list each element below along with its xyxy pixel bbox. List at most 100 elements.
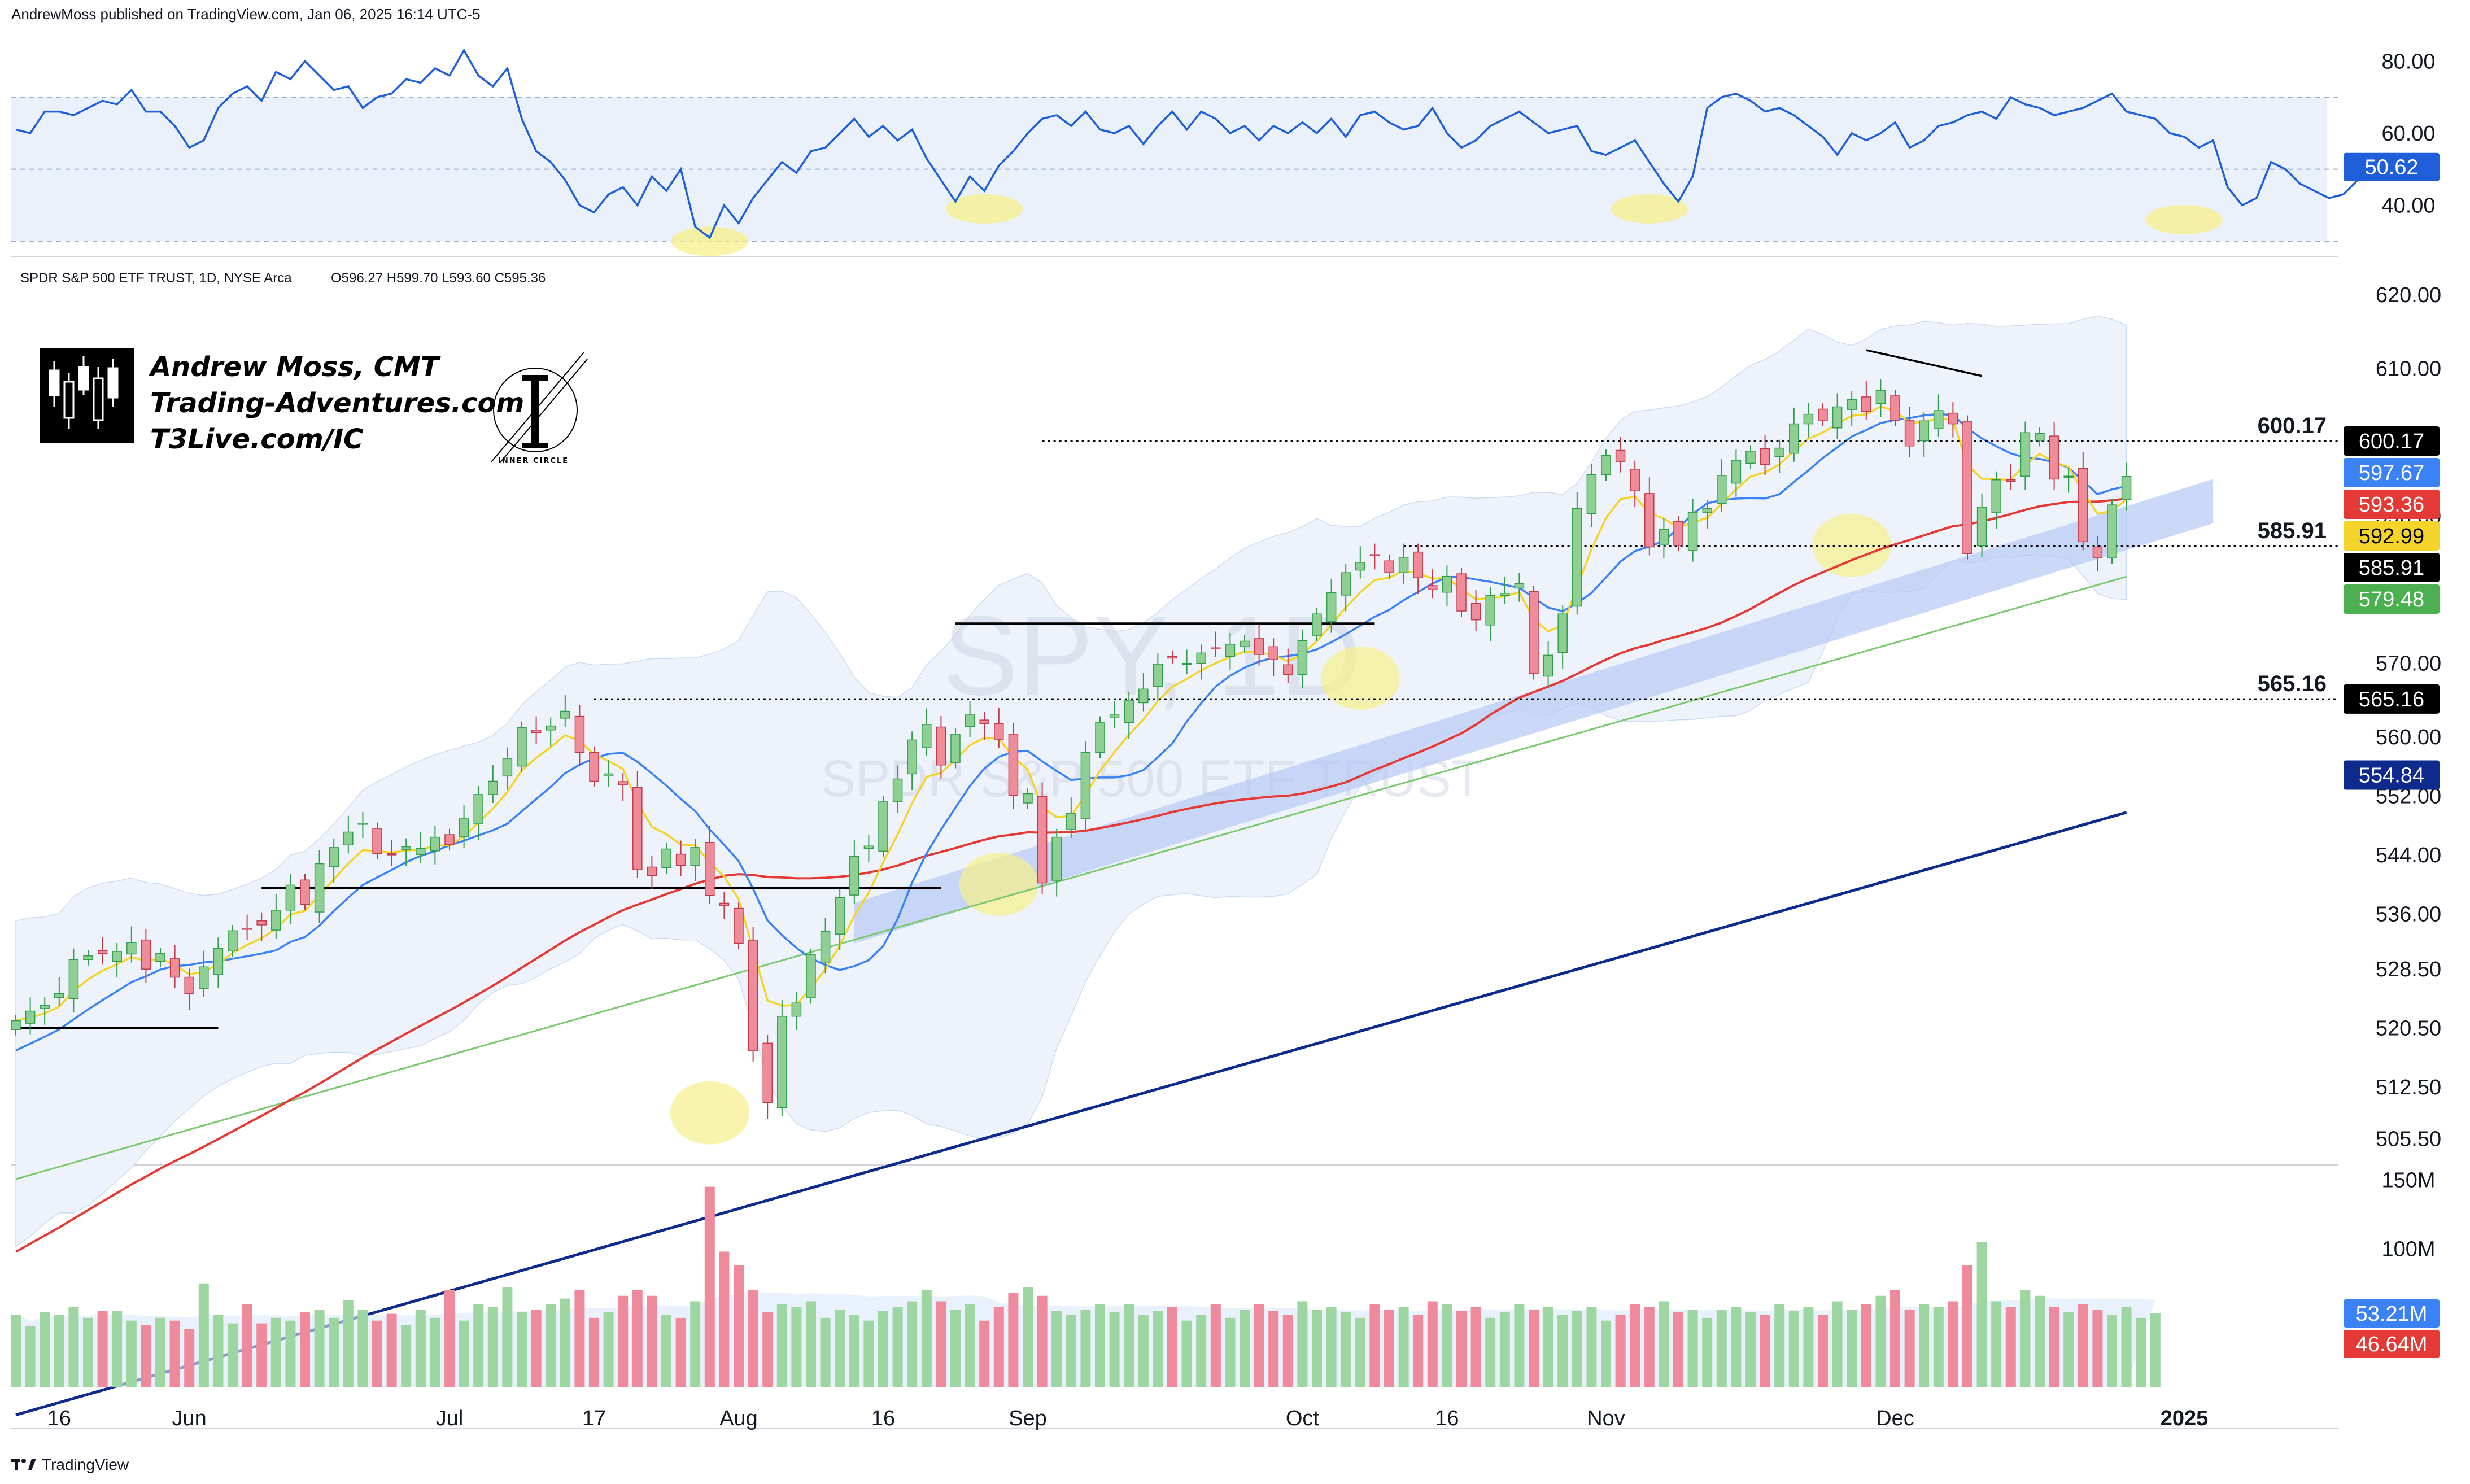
candle-body: [1630, 469, 1640, 492]
candle-body: [719, 902, 730, 906]
candle-body: [199, 966, 209, 989]
volume-bar: [748, 1290, 758, 1387]
volume-bar: [1268, 1311, 1279, 1387]
volume-bar: [184, 1329, 195, 1387]
inner-circle-logo-icon: INNER CIRCLE: [491, 352, 588, 465]
candle-body: [1369, 554, 1380, 556]
volume-bar: [719, 1251, 730, 1387]
volume-bar: [1557, 1315, 1568, 1387]
candle-body: [1529, 591, 1539, 674]
volume-bar: [936, 1301, 946, 1387]
candle-body: [1138, 688, 1149, 704]
candle-body: [863, 845, 874, 849]
candle-body: [1355, 562, 1365, 571]
candle-body: [169, 958, 180, 978]
time-tick-label: Sep: [1009, 1407, 1047, 1430]
candle-body: [560, 710, 570, 719]
price-badge-label-6: 565.16: [2359, 688, 2424, 712]
time-tick-label: 17: [582, 1407, 606, 1430]
volume-bar: [11, 1315, 21, 1387]
candle-body: [1572, 508, 1582, 607]
rsi-highlight-3: [2146, 204, 2223, 234]
volume-bar: [141, 1325, 151, 1387]
candle-body: [97, 950, 108, 954]
volume-bar: [791, 1307, 802, 1387]
volume-bar: [1630, 1304, 1640, 1387]
brand-ic-site: T3Live.com/IC: [150, 424, 363, 455]
candle-body: [300, 879, 310, 905]
volume-bar: [1312, 1310, 1322, 1387]
volume-bar: [835, 1310, 845, 1387]
inner-circle-label: INNER CIRCLE: [498, 457, 569, 465]
candle-body: [734, 907, 744, 944]
volume-bar: [1326, 1307, 1337, 1387]
candle-body: [1341, 572, 1351, 596]
candle-body: [777, 1015, 787, 1108]
candle-body: [1687, 512, 1698, 551]
footer: TradingView: [11, 1456, 129, 1474]
candle-body: [141, 939, 151, 970]
volume-bar: [1008, 1293, 1019, 1387]
candle-body: [1875, 390, 1886, 404]
volume-bar: [228, 1323, 238, 1387]
candle-body: [1659, 529, 1669, 545]
volume-bar: [2092, 1310, 2103, 1387]
volume-bar: [1702, 1317, 1713, 1387]
volume-bar: [863, 1320, 874, 1387]
rsi-pane: [11, 48, 2373, 256]
candle-body: [806, 954, 816, 998]
publisher-header: AndrewMoss published on TradingView.com,…: [11, 6, 481, 23]
volume-bar: [1196, 1315, 1207, 1387]
price-badge-label-4: 585.91: [2359, 556, 2424, 580]
volume-bar: [1499, 1312, 1510, 1387]
volume-bar: [372, 1320, 382, 1387]
volume-bar: [1803, 1307, 1814, 1387]
volume-bar: [1124, 1304, 1134, 1387]
candle-body: [791, 1002, 802, 1017]
candle-body: [965, 714, 975, 727]
rsi-tick-label: 60.00: [2381, 122, 2435, 146]
candle-body: [126, 942, 137, 955]
volume-badge-0: [2344, 1299, 2440, 1328]
volume-bar: [1442, 1304, 1452, 1387]
candle-body: [1240, 640, 1250, 648]
candle-body: [1919, 420, 1929, 442]
volume-bar: [1109, 1312, 1120, 1387]
time-tick-label: Oct: [1286, 1407, 1320, 1430]
brand-site: Trading-Adventures.com: [150, 387, 524, 419]
candle-body: [25, 1010, 36, 1024]
volume-bar: [690, 1301, 701, 1387]
logo-candle: [49, 369, 60, 396]
volume-bar: [820, 1317, 831, 1387]
candle-body: [1196, 652, 1206, 664]
candle-body: [285, 884, 296, 911]
volume-bar: [213, 1315, 224, 1387]
candle-body: [2020, 432, 2031, 477]
rising-channel: [854, 479, 2214, 944]
volume-bar: [329, 1317, 339, 1387]
candle-body: [1731, 460, 1742, 484]
volume-bar: [1716, 1310, 1727, 1387]
volume-bar: [1644, 1307, 1655, 1387]
volume-bar: [1225, 1317, 1236, 1387]
volume-bar: [1659, 1301, 1669, 1387]
volume-bar: [776, 1304, 787, 1387]
volume-bar: [2107, 1315, 2117, 1387]
volume-bar: [1514, 1304, 1525, 1387]
price-highlight-0: [670, 1081, 749, 1145]
candle-body: [1861, 396, 1871, 412]
candle-body: [1312, 613, 1322, 636]
candle-body: [40, 1005, 50, 1009]
candle-body: [1124, 700, 1134, 723]
volume-bar: [589, 1317, 599, 1387]
volume-bar: [386, 1313, 397, 1387]
volume-bar: [647, 1295, 657, 1387]
volume-bar: [950, 1310, 961, 1387]
volume-bar: [1832, 1301, 1843, 1387]
price-badge-0: [2344, 426, 2440, 456]
level-label-1: 585.91: [2258, 518, 2327, 543]
price-tick-label: 520.50: [2376, 1017, 2441, 1041]
candle-body: [1962, 421, 1972, 554]
candle-body: [213, 948, 224, 975]
